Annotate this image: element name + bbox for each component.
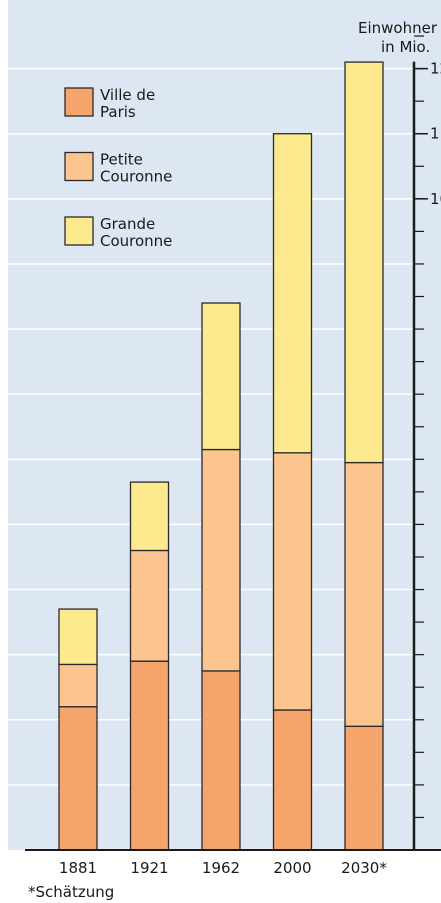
legend-swatch — [64, 87, 94, 117]
bar-segment — [201, 670, 241, 851]
x-tick-label: 1921 — [130, 859, 168, 877]
bar-segment — [129, 660, 170, 851]
y-tick-label: 12 — [430, 60, 441, 78]
bar-segment — [58, 608, 98, 666]
legend-label: Grande Couronne — [100, 215, 172, 250]
bar-segment — [129, 481, 170, 552]
y-tick-label: 11 — [430, 125, 441, 143]
legend-line: Couronne — [100, 232, 172, 250]
bar-segment — [58, 706, 98, 851]
x-tick-label: 2000 — [273, 859, 311, 877]
bar-segment — [201, 302, 241, 451]
bar-segment — [272, 452, 313, 711]
bar-segment — [344, 61, 384, 464]
bar-segment — [344, 725, 384, 851]
legend-line: Paris — [100, 103, 136, 121]
x-tick-label: 1962 — [202, 859, 240, 877]
bar-segment — [272, 709, 313, 851]
y-axis-title: in Mio. — [381, 38, 430, 56]
y-tick-label: 10 — [430, 190, 441, 208]
legend-line: Grande — [100, 215, 155, 233]
legend-swatch — [64, 216, 94, 246]
y-axis-title: Einwohner — [358, 19, 438, 37]
legend-line: Petite — [100, 151, 143, 169]
legend-label: Ville de Paris — [100, 86, 155, 121]
legend-swatch — [64, 151, 94, 182]
legend-label: Petite Couronne — [100, 151, 172, 186]
legend-line: Ville de — [100, 86, 155, 104]
bar-segment — [272, 133, 313, 454]
legend-line: Couronne — [100, 168, 172, 186]
bar-segment — [344, 461, 384, 727]
x-tick-label: 2030* — [341, 859, 387, 877]
x-tick-label: 1881 — [59, 859, 97, 877]
bar-segment — [58, 663, 98, 708]
footnote: *Schätzung — [28, 883, 114, 901]
bar-segment — [201, 448, 241, 672]
bar-segment — [129, 549, 170, 662]
